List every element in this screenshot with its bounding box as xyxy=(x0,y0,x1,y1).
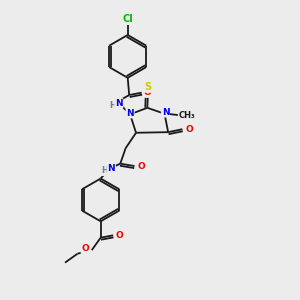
Text: N: N xyxy=(115,99,123,108)
Text: O: O xyxy=(144,88,152,97)
Text: O: O xyxy=(185,125,193,134)
Text: H: H xyxy=(101,166,108,175)
Text: N: N xyxy=(162,108,169,117)
Text: O: O xyxy=(116,231,124,240)
Text: N: N xyxy=(126,109,134,118)
Text: N: N xyxy=(107,164,115,173)
Text: S: S xyxy=(144,82,152,92)
Text: O: O xyxy=(81,244,89,253)
Text: CH₃: CH₃ xyxy=(178,111,195,120)
Text: H: H xyxy=(109,101,116,110)
Text: Cl: Cl xyxy=(122,14,133,24)
Text: O: O xyxy=(137,161,145,170)
